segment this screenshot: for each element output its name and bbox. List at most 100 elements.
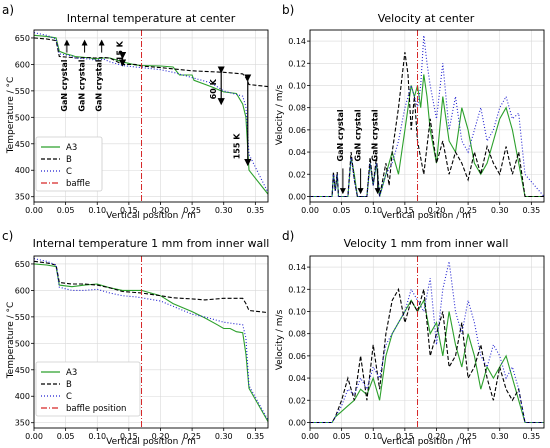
y-tick-label: 400 [15, 392, 30, 401]
x-axis-label: Vertical position / m [381, 437, 471, 447]
y-tick-label: 450 [15, 366, 30, 375]
plot-background [310, 256, 544, 428]
x-tick-label: 0.15 [120, 432, 138, 441]
legend-label-b: B [66, 380, 72, 390]
y-tick-label: 350 [15, 193, 30, 202]
y-tick-label: 650 [15, 260, 30, 269]
x-tick-label: 0.30 [215, 206, 233, 215]
legend-label-a3: A3 [66, 143, 77, 153]
x-tick-label: 0.30 [491, 206, 509, 215]
x-tick-label: 0.05 [57, 432, 75, 441]
x-tick-label: 0.20 [152, 432, 170, 441]
y-tick-label: 0.02 [288, 396, 306, 405]
y-tick-label: 500 [15, 339, 30, 348]
plot-frame [33, 255, 269, 429]
y-tick-label: 450 [15, 140, 30, 149]
panel-label: b) [282, 3, 294, 17]
legend-label-baffle: baffle position [66, 404, 126, 414]
panel-label: a) [2, 3, 14, 17]
x-tick-label: 0.30 [215, 432, 233, 441]
annotation-label: GaN crystal [60, 59, 69, 111]
annotation-label: GaN crystal [336, 109, 345, 161]
panel-title: Internal temperature 1 mm from inner wal… [33, 237, 270, 250]
x-tick-label: 0.10 [88, 432, 106, 441]
y-tick-label: 0.10 [288, 81, 306, 90]
panel-b: b) Velocity at center Vertical position … [275, 3, 545, 221]
plot-frame [309, 255, 545, 429]
y-tick-label: 0.08 [288, 330, 306, 339]
y-tick-label: 0.14 [288, 263, 306, 272]
annotation-label: GaN crystal [371, 109, 380, 161]
y-tick-label: 400 [15, 166, 30, 175]
x-tick-label: 0.25 [183, 432, 201, 441]
x-tick-label: 0.20 [428, 206, 446, 215]
annotation-label: GaN crystal [95, 59, 104, 111]
x-tick-label: 0.35 [246, 206, 264, 215]
y-tick-label: 0.04 [288, 374, 306, 383]
legend-box [35, 136, 103, 192]
legend-label-c: C [66, 167, 72, 177]
legend-label-c: C [66, 392, 72, 402]
x-tick-label: 0.20 [428, 432, 446, 441]
y-tick-label: 0.00 [288, 418, 306, 427]
legend-label-baffle: baffle [66, 179, 90, 189]
legend: A3 B C baffle position [35, 361, 141, 417]
series-line-b [33, 37, 269, 88]
panel-title: Velocity 1 mm from inner wall [344, 237, 509, 250]
plot-area: 0.00 0.05 0.10 0.15 0.20 0.25 0.30 0.35 350 400 45… [15, 29, 269, 215]
x-tick-label: 0.15 [396, 432, 414, 441]
x-tick-label: 0.25 [183, 206, 201, 215]
x-tick-label: 0.35 [522, 206, 540, 215]
x-axis-label: Vertical position / m [106, 211, 196, 221]
x-tick-label: 0.00 [25, 432, 43, 441]
panel-d: d) Velocity 1 mm from inner wall Vertica… [275, 229, 545, 447]
y-axis-label: Velocity / m/s [275, 309, 285, 370]
annotation-label: 15 K [116, 40, 125, 61]
plot-area: 0.00 0.05 0.10 0.15 0.20 0.25 0.30 0.35 0.00 0.02… [288, 255, 545, 441]
x-tick-label: 0.05 [57, 206, 75, 215]
y-tick-label: 0.06 [288, 126, 306, 135]
y-tick-label: 0.02 [288, 170, 306, 179]
series-line-b [33, 260, 269, 314]
x-tick-label: 0.15 [396, 206, 414, 215]
y-axis-label: Temperature / °C [6, 77, 16, 155]
series-line-a3 [33, 34, 269, 195]
x-tick-label: 0.00 [301, 206, 319, 215]
y-tick-label: 0.14 [288, 37, 306, 46]
panel-title: Velocity at center [378, 12, 475, 25]
y-tick-label: 0.08 [288, 104, 306, 113]
x-tick-label: 0.05 [333, 432, 351, 441]
x-axis-label: Vertical position / m [381, 211, 471, 221]
x-tick-label: 0.10 [364, 432, 382, 441]
y-tick-label: 0.12 [288, 59, 306, 68]
x-tick-label: 0.25 [459, 432, 477, 441]
series-line-a3 [33, 263, 269, 422]
x-tick-label: 0.10 [364, 206, 382, 215]
panel-title: Internal temperature at center [67, 12, 236, 25]
panel-label: c) [2, 229, 13, 243]
annotation-label: 155 K [233, 133, 242, 159]
x-tick-label: 0.05 [333, 206, 351, 215]
y-axis-label: Temperature / °C [6, 302, 16, 380]
annotation-label: 60 K [209, 78, 218, 99]
y-tick-label: 550 [15, 313, 30, 322]
x-tick-label: 0.00 [301, 432, 319, 441]
y-tick-label: 0.10 [288, 307, 306, 316]
plot-area: 0.00 0.05 0.10 0.15 0.20 0.25 0.30 0.35 0.00 0.02… [288, 29, 545, 215]
x-tick-label: 0.30 [491, 432, 509, 441]
y-tick-label: 600 [15, 60, 30, 69]
y-tick-label: 550 [15, 87, 30, 96]
annotation-label: GaN crystal [78, 59, 87, 111]
panel-a: a) Internal temperature at center Vertic… [2, 3, 269, 221]
y-tick-label: 0.12 [288, 285, 306, 294]
x-tick-label: 0.35 [246, 432, 264, 441]
legend-label-b: B [66, 155, 72, 165]
y-tick-label: 0.00 [288, 192, 306, 201]
panel-c: c) Internal temperature 1 mm from inner … [2, 229, 269, 447]
plot-frame [309, 29, 545, 203]
x-tick-label: 0.00 [25, 206, 43, 215]
y-tick-label: 650 [15, 34, 30, 43]
y-axis-label: Velocity / m/s [275, 84, 285, 145]
series-line-c [33, 258, 269, 421]
